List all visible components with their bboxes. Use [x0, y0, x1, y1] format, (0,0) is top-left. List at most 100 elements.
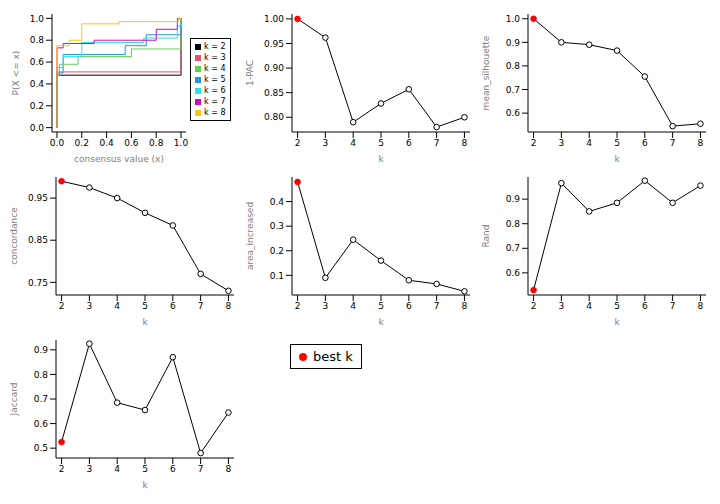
svg-text:k: k	[378, 154, 384, 164]
svg-text:0.7: 0.7	[34, 394, 48, 404]
svg-text:5: 5	[142, 464, 148, 474]
svg-text:concordance: concordance	[9, 207, 19, 265]
svg-text:1.0: 1.0	[174, 138, 189, 148]
svg-text:5: 5	[142, 301, 148, 311]
svg-text:0.0: 0.0	[30, 123, 45, 133]
svg-text:2: 2	[59, 301, 65, 311]
svg-text:0.7: 0.7	[506, 85, 520, 95]
svg-text:0.85: 0.85	[28, 235, 48, 245]
svg-text:6: 6	[642, 301, 648, 311]
svg-text:6: 6	[406, 301, 412, 311]
html-text:k = 6: k = 6	[204, 86, 226, 95]
svg-text:k: k	[614, 154, 620, 164]
svg-text:0.6: 0.6	[506, 108, 521, 118]
svg-text:4: 4	[586, 301, 592, 311]
svg-text:5: 5	[378, 301, 384, 311]
svg-text:6: 6	[170, 464, 176, 474]
svg-text:8: 8	[462, 138, 468, 148]
svg-text:0.8: 0.8	[506, 219, 521, 229]
svg-text:0.95: 0.95	[264, 39, 284, 49]
svg-text:8: 8	[226, 301, 232, 311]
svg-text:consensus value (x): consensus value (x)	[74, 154, 164, 164]
svg-text:4: 4	[586, 138, 592, 148]
svg-text:2: 2	[531, 138, 537, 148]
html-text:k = 3: k = 3	[204, 53, 226, 62]
svg-text:0.8: 0.8	[30, 35, 45, 45]
svg-text:0.85: 0.85	[264, 88, 284, 98]
svg-text:0.5: 0.5	[34, 443, 48, 453]
svg-text:0.6: 0.6	[34, 419, 49, 429]
svg-text:2: 2	[295, 138, 301, 148]
svg-text:P(X <= x): P(X <= x)	[11, 51, 21, 96]
svg-text:3: 3	[87, 301, 93, 311]
svg-text:3: 3	[559, 301, 565, 311]
svg-text:0.75: 0.75	[28, 278, 48, 288]
svg-text:0.90: 0.90	[264, 63, 284, 73]
svg-text:7: 7	[434, 138, 440, 148]
svg-text:0.4: 0.4	[99, 138, 114, 148]
html-text:best k: best k	[313, 349, 353, 364]
svg-text:6: 6	[170, 301, 176, 311]
svg-text:1.00: 1.00	[264, 14, 284, 24]
svg-text:0.2: 0.2	[30, 101, 44, 111]
svg-text:7: 7	[198, 301, 204, 311]
html-text:k = 2: k = 2	[204, 42, 226, 51]
svg-text:Rand: Rand	[481, 225, 491, 248]
svg-text:5: 5	[614, 301, 620, 311]
svg-text:k: k	[614, 317, 620, 327]
svg-text:0.9: 0.9	[34, 345, 49, 355]
svg-text:k: k	[142, 317, 148, 327]
svg-text:0.6: 0.6	[124, 138, 139, 148]
svg-text:1-PAC: 1-PAC	[245, 60, 255, 86]
svg-text:area_increased: area_increased	[245, 202, 255, 270]
svg-text:0.8: 0.8	[506, 61, 521, 71]
svg-text:1.0: 1.0	[30, 14, 45, 24]
svg-text:Jaccard: Jaccard	[9, 383, 19, 417]
html-text:k = 4: k = 4	[204, 64, 226, 73]
svg-text:0.2: 0.2	[270, 246, 284, 256]
svg-text:0.9: 0.9	[506, 38, 521, 48]
svg-text:0.95: 0.95	[28, 193, 48, 203]
svg-text:0.9: 0.9	[506, 194, 521, 204]
svg-text:5: 5	[614, 138, 620, 148]
svg-text:4: 4	[114, 464, 120, 474]
svg-text:4: 4	[350, 138, 356, 148]
svg-text:3: 3	[87, 464, 93, 474]
svg-text:8: 8	[462, 301, 468, 311]
svg-text:6: 6	[406, 138, 412, 148]
svg-text:7: 7	[434, 301, 440, 311]
svg-text:0.8: 0.8	[149, 138, 164, 148]
svg-text:6: 6	[642, 138, 648, 148]
svg-text:7: 7	[198, 464, 204, 474]
svg-text:0.0: 0.0	[50, 138, 65, 148]
svg-text:0.3: 0.3	[270, 221, 284, 231]
svg-text:7: 7	[670, 138, 676, 148]
svg-text:3: 3	[323, 138, 329, 148]
svg-text:4: 4	[114, 301, 120, 311]
svg-text:2: 2	[59, 464, 65, 474]
svg-text:0.80: 0.80	[264, 112, 284, 122]
svg-text:2: 2	[295, 301, 301, 311]
svg-text:0.6: 0.6	[30, 57, 45, 67]
svg-text:5: 5	[378, 138, 384, 148]
svg-text:0.4: 0.4	[270, 197, 285, 207]
svg-text:0.6: 0.6	[506, 268, 521, 278]
svg-text:k: k	[378, 317, 384, 327]
svg-text:8: 8	[226, 464, 232, 474]
svg-text:3: 3	[323, 301, 329, 311]
svg-text:0.2: 0.2	[75, 138, 89, 148]
svg-text:3: 3	[559, 138, 565, 148]
svg-text:0.8: 0.8	[34, 370, 49, 380]
svg-text:8: 8	[698, 138, 704, 148]
svg-text:0.7: 0.7	[506, 243, 520, 253]
svg-text:k: k	[142, 480, 148, 490]
svg-text:0.4: 0.4	[30, 79, 45, 89]
html-text:k = 5: k = 5	[204, 75, 226, 84]
svg-text:2: 2	[531, 301, 537, 311]
svg-text:7: 7	[670, 301, 676, 311]
svg-text:0.1: 0.1	[270, 271, 284, 281]
svg-text:mean_silhouette: mean_silhouette	[481, 35, 491, 110]
svg-text:8: 8	[698, 301, 704, 311]
svg-text:1.0: 1.0	[506, 14, 521, 24]
svg-text:4: 4	[350, 301, 356, 311]
